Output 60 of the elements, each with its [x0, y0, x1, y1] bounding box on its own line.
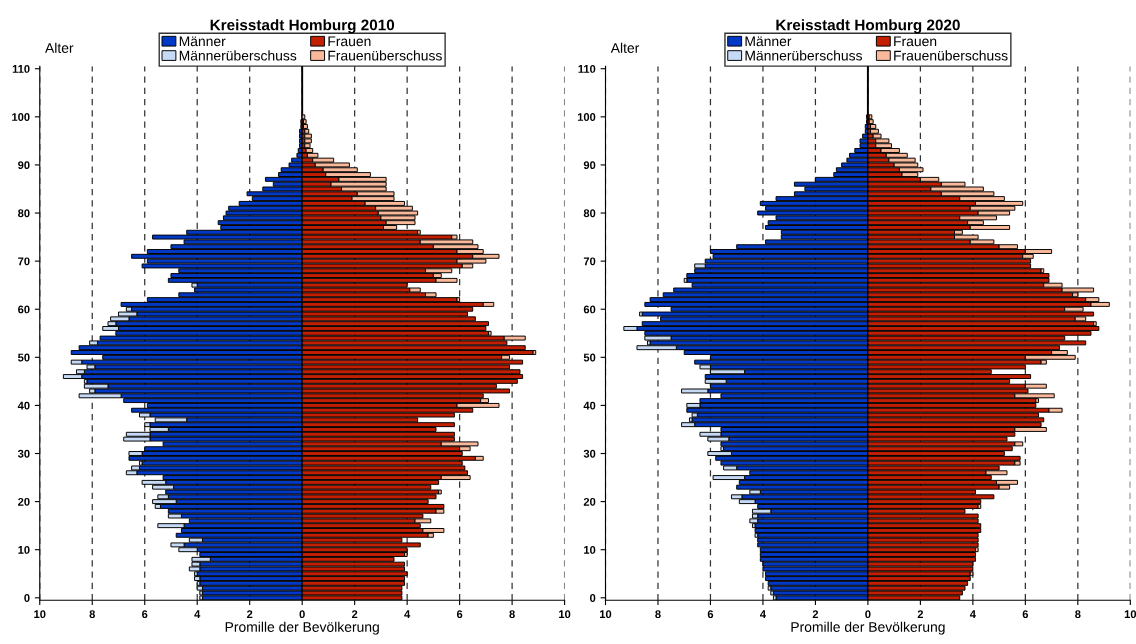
y-tick-label: 90: [583, 161, 596, 170]
x-tick-label: 4: [760, 610, 766, 618]
y-tick-label: 100: [12, 113, 30, 121]
y-axis-title: Alter: [45, 42, 74, 53]
y-tick-label: 90: [18, 161, 30, 170]
y-tick-label: 10: [18, 545, 30, 554]
x-tick-label: 10: [34, 610, 46, 619]
y-tick-label: 60: [583, 305, 596, 314]
x-tick-label: 8: [655, 610, 661, 619]
x-tick-label: 4: [404, 610, 411, 618]
x-tick-label: 8: [1075, 610, 1081, 619]
legend-label: Frauen: [328, 36, 371, 47]
y-tick-label: 110: [12, 65, 30, 73]
x-tick-label: 4: [969, 610, 976, 618]
x-tick-label: 10: [559, 610, 571, 619]
x-tick-label: 0: [299, 610, 305, 619]
y-tick-label: 50: [583, 353, 596, 362]
chart-title: Kreisstadt Homburg 2020: [776, 19, 960, 34]
y-tick-label: 50: [18, 353, 30, 362]
y-tick-label: 70: [18, 257, 30, 266]
legend-label: Männer: [745, 36, 792, 47]
legend-label: Frauenüberschuss: [894, 50, 1008, 61]
x-tick-label: 6: [456, 610, 463, 619]
y-tick-label: 60: [18, 305, 30, 314]
y-tick-label: 0: [24, 594, 30, 602]
x-tick-label: 0: [865, 610, 871, 619]
y-tick-label: 110: [578, 65, 596, 73]
y-tick-label: 20: [583, 497, 596, 506]
y-tick-label: 20: [18, 497, 30, 506]
x-tick-label: 2: [812, 610, 819, 618]
y-tick-label: 70: [583, 257, 596, 266]
x-tick-label: 10: [1124, 610, 1136, 619]
y-tick-label: 80: [583, 209, 596, 218]
y-tick-label: 0: [590, 594, 596, 602]
x-tick-label: 8: [89, 610, 95, 619]
y-tick-label: 30: [583, 449, 596, 458]
legend-label: Männerüberschuss: [179, 50, 297, 61]
y-tick-label: 30: [17, 449, 30, 458]
y-tick-label: 10: [584, 545, 596, 554]
y-tick-label: 40: [17, 401, 30, 410]
y-tick-label: 40: [583, 401, 596, 410]
x-tick-label: 4: [194, 610, 201, 618]
x-tick-label: 6: [1022, 610, 1029, 619]
x-tick-label: 10: [600, 610, 612, 619]
x-tick-label: 8: [509, 610, 515, 619]
legend-label: Frauenüberschuss: [328, 50, 442, 61]
x-tick-label: 2: [246, 610, 253, 618]
chart-title: Kreisstadt Homburg 2010: [210, 19, 395, 34]
x-axis-title: Promille der Bevölkerung: [791, 621, 945, 635]
x-tick-label: 2: [917, 610, 924, 618]
x-tick-label: 6: [142, 610, 148, 619]
legend-label: Frauen: [894, 36, 937, 47]
y-axis-title: Alter: [610, 42, 640, 53]
legend-label: Männerüberschuss: [745, 50, 863, 61]
x-tick-label: 2: [351, 610, 358, 618]
x-axis-title: Promille der Bevölkerung: [225, 621, 379, 635]
x-tick-label: 6: [707, 610, 714, 619]
legend-label: Männer: [179, 36, 226, 47]
y-tick-label: 100: [577, 113, 596, 121]
y-tick-label: 80: [18, 209, 30, 218]
